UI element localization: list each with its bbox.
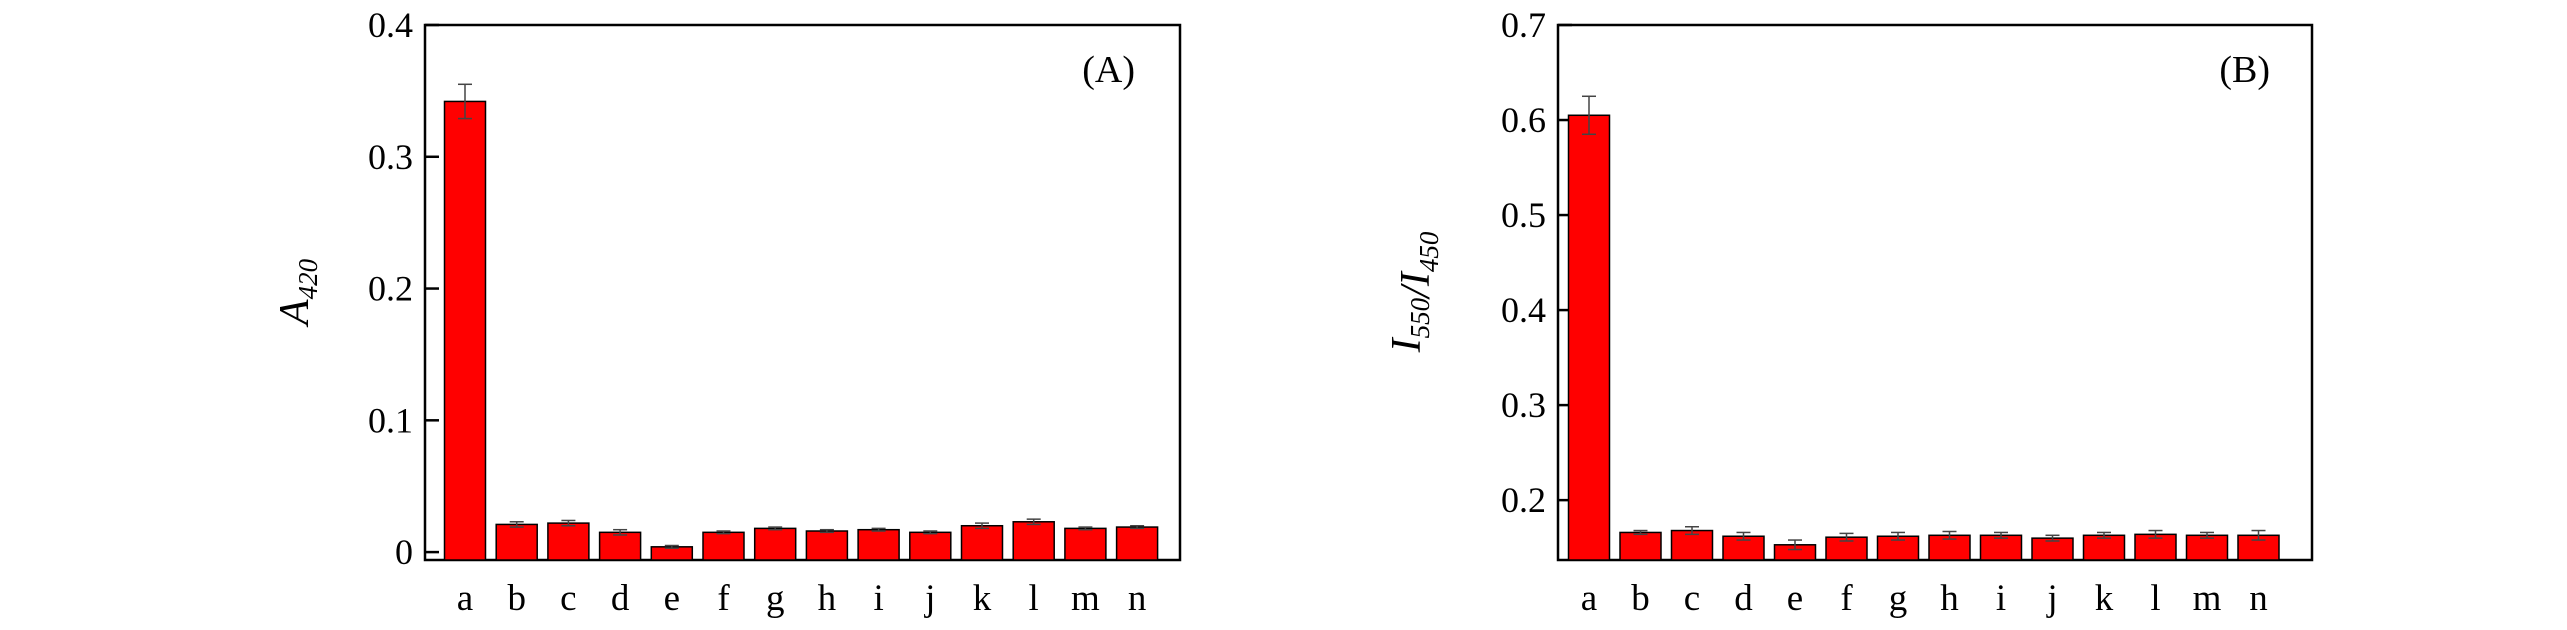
panel-label: (B) (2219, 49, 2270, 91)
bar (2185, 534, 2229, 561)
bar (547, 522, 590, 561)
error-bar (664, 544, 679, 549)
category-label: i (1996, 578, 2006, 619)
error-bar (768, 526, 783, 531)
error-bar (458, 83, 472, 120)
y-tick-label: 0.7 (1501, 5, 1546, 45)
category-label: g (766, 578, 785, 619)
category-label: n (1128, 578, 1147, 619)
y-tick-label: 0.3 (368, 137, 413, 177)
error-bar (1788, 539, 1802, 551)
category-label: n (2249, 578, 2268, 619)
error-bar (716, 530, 731, 535)
error-bar (2045, 534, 2060, 542)
bar (909, 531, 952, 561)
error-bar (1685, 525, 1699, 536)
category-label: h (1940, 578, 1959, 619)
error-bar (2200, 531, 2214, 539)
error-bar (1633, 529, 1648, 536)
y-tick-label: 0.4 (1501, 290, 1546, 330)
bar (1115, 526, 1159, 561)
error-bar (1026, 518, 1041, 526)
category-label: f (1840, 578, 1853, 619)
error-bar (613, 528, 628, 536)
y-tick-label: 0.2 (1501, 480, 1546, 520)
error-bar (2148, 529, 2163, 539)
error-bar (1839, 532, 1854, 542)
bar (598, 531, 642, 561)
error-bar (509, 521, 524, 528)
y-axis-label: A420 (272, 258, 323, 328)
error-bar (975, 522, 989, 530)
bar (443, 100, 487, 561)
category-label: d (1734, 578, 1753, 619)
error-bar (1736, 531, 1751, 541)
category-label: k (973, 578, 992, 619)
bar (1064, 527, 1107, 561)
bar (495, 523, 538, 561)
category-label: a (1581, 578, 1597, 619)
category-label: e (664, 578, 680, 619)
category-label: j (923, 578, 935, 619)
chart-panel-b: 0.2 0.3 0.4 0.5 0.6 0.7 a b c d e f g h i j k l m n (B) I550/… (1384, 5, 2314, 619)
bar (1979, 534, 2023, 561)
category-label: h (818, 578, 837, 619)
error-bar (1994, 531, 2008, 539)
error-bar (819, 528, 834, 534)
error-bar (871, 527, 886, 532)
category-label: b (1631, 578, 1650, 619)
bar (1619, 531, 1662, 561)
category-label: j (2045, 578, 2057, 619)
category-label: k (2095, 578, 2114, 619)
y-tick-label: 0.4 (368, 5, 413, 45)
y-tick-label: 0 (395, 532, 413, 572)
bar (1567, 114, 1611, 561)
error-bar (561, 519, 576, 527)
y-axis-label: I550/I450 (1384, 231, 1444, 353)
category-label: e (1787, 578, 1803, 619)
bar (1012, 521, 1055, 561)
plot-frame (423, 23, 1182, 562)
error-bar (1891, 531, 1905, 541)
bar (753, 527, 797, 561)
bar (960, 524, 1004, 561)
category-label: f (717, 578, 730, 619)
category-label: c (1684, 578, 1700, 619)
category-label: a (457, 578, 473, 619)
panel-label: (A) (1082, 49, 1135, 91)
error-bar (1582, 95, 1596, 136)
category-label: m (1071, 578, 1100, 619)
category-label: l (2150, 578, 2160, 619)
error-bar (1078, 526, 1093, 531)
error-bar (2097, 531, 2111, 539)
bar (2082, 534, 2126, 561)
y-tick-label: 0.2 (368, 269, 413, 309)
category-label: d (611, 578, 630, 619)
y-tick-label: 0.6 (1501, 100, 1546, 140)
y-tick-label: 0.3 (1501, 385, 1546, 425)
category-label: i (873, 578, 883, 619)
bar (857, 528, 900, 561)
category-label: g (1889, 578, 1908, 619)
error-bar (1130, 524, 1145, 530)
y-tick-label: 0.5 (1501, 195, 1546, 235)
bar (702, 531, 745, 561)
error-bar (2251, 529, 2266, 541)
y-tick-label: 0.1 (368, 400, 413, 440)
category-label: c (560, 578, 576, 619)
bar (805, 530, 849, 561)
category-label: b (507, 578, 526, 619)
error-bar (1942, 530, 1957, 540)
category-label: m (2193, 578, 2222, 619)
error-bar (923, 530, 938, 535)
chart-panel-a: 0 0.1 0.2 0.3 0.4 a b c d e f g h i j k l m n (A) A420 (272, 5, 1182, 619)
category-label: l (1029, 578, 1039, 619)
